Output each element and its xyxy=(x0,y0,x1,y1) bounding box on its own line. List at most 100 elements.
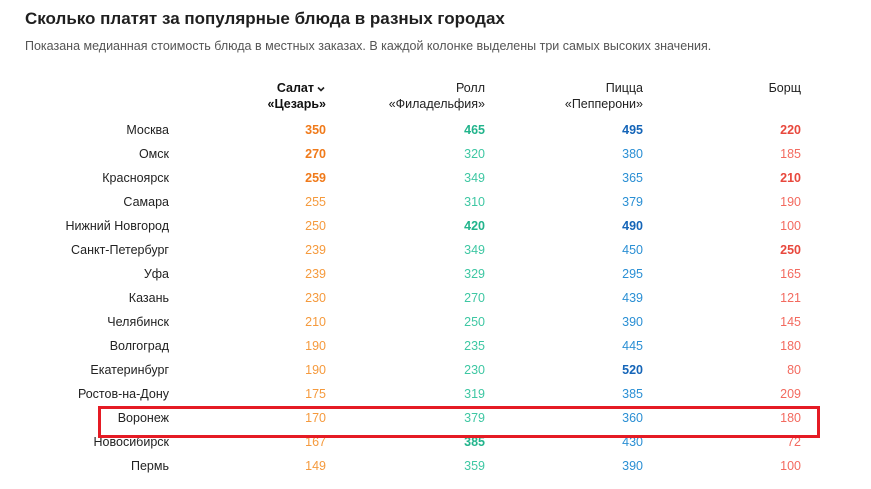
borscht-price: 72 xyxy=(787,435,801,449)
caesar-price: 170 xyxy=(305,411,326,425)
city-name: Нижний Новгород xyxy=(65,219,170,233)
table-row: Москва 350 465 495 220 xyxy=(0,119,871,143)
pizza-price: 495 xyxy=(622,123,643,137)
column-header-pizza[interactable]: Пицца «Пепперони» xyxy=(565,80,643,112)
table-row: Екатеринбург 190 230 520 80 xyxy=(0,359,871,383)
city-name: Новосибирск xyxy=(93,435,169,449)
caesar-price: 239 xyxy=(305,243,326,257)
table-row: Самара 255 310 379 190 xyxy=(0,191,871,215)
caesar-price: 167 xyxy=(305,435,326,449)
borscht-price: 185 xyxy=(780,147,801,161)
pizza-price: 390 xyxy=(622,459,643,473)
borscht-price: 165 xyxy=(780,267,801,281)
borscht-price: 209 xyxy=(780,387,801,401)
caesar-price: 350 xyxy=(305,123,326,137)
borscht-price: 80 xyxy=(787,363,801,377)
borscht-price: 100 xyxy=(780,219,801,233)
table-row: Волгоград 190 235 445 180 xyxy=(0,335,871,359)
city-name: Самара xyxy=(123,195,169,209)
city-name: Воронеж xyxy=(117,411,169,425)
roll-price: 465 xyxy=(464,123,485,137)
page-subtitle: Показана медианная стоимость блюда в мес… xyxy=(25,39,712,53)
city-name: Ростов-на-Дону xyxy=(77,387,169,401)
roll-price: 420 xyxy=(464,219,485,233)
column-header-roll[interactable]: Ролл «Филадельфия» xyxy=(389,80,485,112)
city-name: Казань xyxy=(128,291,169,305)
borscht-price: 180 xyxy=(780,411,801,425)
caesar-price: 250 xyxy=(305,219,326,233)
caesar-price: 270 xyxy=(305,147,326,161)
column-header-label: Пицца xyxy=(605,81,643,95)
city-name: Москва xyxy=(126,123,169,137)
table-row: Нижний Новгород 250 420 490 100 xyxy=(0,215,871,239)
borscht-price: 100 xyxy=(780,459,801,473)
table-row-highlighted: Воронеж 170 379 360 180 xyxy=(0,407,871,431)
roll-price: 250 xyxy=(464,315,485,329)
roll-price: 359 xyxy=(464,459,485,473)
city-name: Екатеринбург xyxy=(90,363,169,377)
pizza-price: 445 xyxy=(622,339,643,353)
column-header-label: «Цезарь» xyxy=(267,97,326,111)
table-row: Уфа 239 329 295 165 xyxy=(0,263,871,287)
column-header-label: «Пепперони» xyxy=(564,97,643,111)
borscht-price: 210 xyxy=(780,171,801,185)
roll-price: 235 xyxy=(464,339,485,353)
caesar-price: 149 xyxy=(305,459,326,473)
table-row: Новосибирск 167 385 430 72 xyxy=(0,431,871,455)
roll-price: 230 xyxy=(464,363,485,377)
pizza-price: 295 xyxy=(622,267,643,281)
city-name: Красноярск xyxy=(102,171,169,185)
city-name: Пермь xyxy=(131,459,169,473)
roll-price: 349 xyxy=(464,171,485,185)
table-row: Омск 270 320 380 185 xyxy=(0,143,871,167)
borscht-price: 180 xyxy=(780,339,801,353)
roll-price: 385 xyxy=(464,435,485,449)
caesar-price: 230 xyxy=(305,291,326,305)
caesar-price: 175 xyxy=(305,387,326,401)
borscht-price: 190 xyxy=(780,195,801,209)
column-header-label: «Филадельфия» xyxy=(388,97,485,111)
roll-price: 379 xyxy=(464,411,485,425)
pizza-price: 390 xyxy=(622,315,643,329)
city-name: Челябинск xyxy=(107,315,169,329)
borscht-price: 250 xyxy=(780,243,801,257)
caesar-price: 190 xyxy=(305,339,326,353)
roll-price: 329 xyxy=(464,267,485,281)
pizza-price: 450 xyxy=(622,243,643,257)
table-row: Ростов-на-Дону 175 319 385 209 xyxy=(0,383,871,407)
roll-price: 349 xyxy=(464,243,485,257)
table-row: Челябинск 210 250 390 145 xyxy=(0,311,871,335)
pizza-price: 360 xyxy=(622,411,643,425)
pizza-price: 439 xyxy=(622,291,643,305)
chevron-down-icon xyxy=(317,86,325,92)
city-name: Волгоград xyxy=(109,339,169,353)
table-row: Санкт-Петербург 239 349 450 250 xyxy=(0,239,871,263)
city-name: Уфа xyxy=(143,267,169,281)
table-row: Казань 230 270 439 121 xyxy=(0,287,871,311)
column-header-borscht[interactable]: Борщ xyxy=(769,80,801,96)
table-row: Пермь 149 359 390 100 xyxy=(0,455,871,479)
column-header-caesar[interactable]: Салат «Цезарь» xyxy=(268,80,326,112)
borscht-price: 220 xyxy=(780,123,801,137)
column-header-label: Борщ xyxy=(768,81,801,95)
column-header-label: Салат xyxy=(276,81,314,95)
pizza-price: 430 xyxy=(622,435,643,449)
pizza-price: 379 xyxy=(622,195,643,209)
borscht-price: 121 xyxy=(780,291,801,305)
table-row: Красноярск 259 349 365 210 xyxy=(0,167,871,191)
caesar-price: 259 xyxy=(305,171,326,185)
pizza-price: 380 xyxy=(622,147,643,161)
roll-price: 319 xyxy=(464,387,485,401)
caesar-price: 255 xyxy=(305,195,326,209)
pizza-price: 385 xyxy=(622,387,643,401)
pizza-price: 365 xyxy=(622,171,643,185)
city-name: Омск xyxy=(138,147,169,161)
roll-price: 270 xyxy=(464,291,485,305)
pizza-price: 520 xyxy=(622,363,643,377)
roll-price: 310 xyxy=(464,195,485,209)
borscht-price: 145 xyxy=(780,315,801,329)
city-name: Санкт-Петербург xyxy=(70,243,169,257)
pizza-price: 490 xyxy=(622,219,643,233)
page-title: Сколько платят за популярные блюда в раз… xyxy=(25,9,505,28)
caesar-price: 190 xyxy=(305,363,326,377)
